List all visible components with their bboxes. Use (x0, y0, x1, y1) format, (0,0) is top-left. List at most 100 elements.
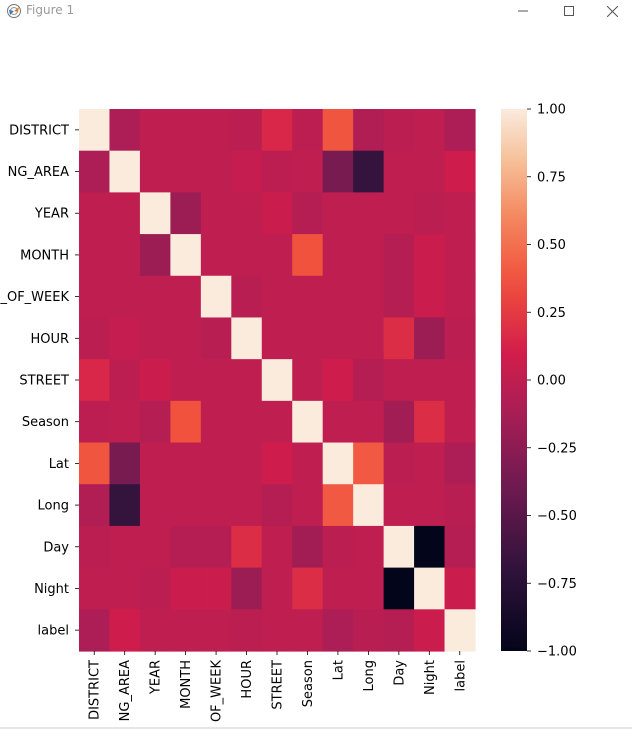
heatmap-cell (79, 484, 111, 527)
maximize-button[interactable] (546, 0, 592, 22)
heatmap-cell (261, 567, 293, 610)
heatmap-cell (444, 317, 476, 360)
heatmap-cell (261, 234, 293, 277)
heatmap-cell (79, 109, 111, 152)
heatmap-cell (200, 525, 232, 569)
heatmap-cell (139, 442, 171, 485)
heatmap-cell (170, 484, 202, 527)
heatmap-cell (139, 150, 171, 193)
heatmap-cell (261, 192, 293, 235)
heatmap-cell (383, 400, 415, 444)
heatmap-cell (444, 192, 476, 235)
heatmap-cell (79, 150, 111, 193)
heatmap-cells (79, 109, 476, 652)
heatmap-cell (231, 150, 263, 193)
heatmap-cell (353, 400, 385, 444)
heatmap-cell (444, 150, 476, 193)
heatmap-cell (322, 275, 354, 319)
heatmap-cell (79, 525, 111, 569)
heatmap-cell (109, 109, 141, 152)
maximize-icon (564, 6, 574, 16)
minimize-icon (518, 10, 528, 12)
heatmap-cell (353, 317, 385, 360)
heatmap-cell (261, 484, 293, 527)
heatmap-cell (292, 234, 324, 277)
heatmap-cell (170, 442, 202, 485)
heatmap-cell (383, 275, 415, 319)
heatmap-cell (79, 609, 111, 652)
heatmap-cell (322, 317, 354, 360)
heatmap-cell (444, 400, 476, 444)
matplotlib-icon (7, 4, 21, 18)
heatmap-cell (414, 234, 446, 277)
heatmap-cell (322, 150, 354, 193)
heatmap-cell (139, 109, 171, 152)
heatmap-cell (200, 400, 232, 444)
heatmap-cell (353, 359, 385, 402)
heatmap-cell (383, 442, 415, 485)
heatmap-cell (139, 275, 171, 319)
heatmap-cell (414, 275, 446, 319)
heatmap-cell (292, 275, 324, 319)
heatmap-cell (200, 359, 232, 402)
heatmap-cell (292, 525, 324, 569)
heatmap-cell (353, 567, 385, 610)
colorbar-tick-label: 0.25 (537, 306, 566, 321)
heatmap-cell (322, 359, 354, 402)
heatmap-cell (109, 442, 141, 485)
heatmap-cell (170, 359, 202, 402)
heatmap-cell (261, 359, 293, 402)
heatmap-cell (322, 525, 354, 569)
heatmap-cell (231, 109, 263, 152)
heatmap-cell (109, 609, 141, 652)
heatmap-cell (414, 359, 446, 402)
heatmap-cell (261, 317, 293, 360)
heatmap-cell (322, 484, 354, 527)
heatmap-cell (292, 109, 324, 152)
y-tick-label: label (38, 624, 69, 639)
heatmap-cell (414, 317, 446, 360)
heatmap-cell (231, 484, 263, 527)
heatmap-cell (292, 567, 324, 610)
heatmap-cell (170, 317, 202, 360)
heatmap-cell (231, 567, 263, 610)
heatmap-cell (292, 442, 324, 485)
heatmap-cell (170, 109, 202, 152)
heatmap-cell (292, 484, 324, 527)
heatmap-cell (383, 109, 415, 152)
heatmap-cell (414, 525, 446, 569)
heatmap-cell (139, 609, 171, 652)
heatmap-cell (231, 275, 263, 319)
heatmap-cell (444, 234, 476, 277)
x-tick-label: MONTH (179, 660, 194, 709)
window-bottom-border (0, 727, 632, 729)
heatmap-cell (444, 484, 476, 527)
heatmap-cell (79, 400, 111, 444)
y-tick-label: DISTRICT (9, 123, 69, 138)
heatmap-cell (292, 609, 324, 652)
minimize-button[interactable] (500, 0, 546, 22)
y-tick-label: HOUR (30, 332, 69, 347)
colorbar-tick-label: −0.50 (537, 509, 577, 524)
heatmap-cell (109, 484, 141, 527)
heatmap-cell (109, 317, 141, 360)
x-tick-label: STREET (271, 660, 286, 710)
heatmap-cell (79, 275, 111, 319)
heatmap-cell (231, 234, 263, 277)
heatmap-cell (261, 609, 293, 652)
close-button[interactable] (592, 0, 632, 22)
heatmap-cell (200, 109, 232, 152)
heatmap-cell (231, 442, 263, 485)
heatmap-cell (170, 567, 202, 610)
heatmap-cell (139, 484, 171, 527)
x-tick-label: YEAR (149, 660, 164, 695)
heatmap-cell (444, 525, 476, 569)
heatmap-cell (353, 525, 385, 569)
heatmap-cell (353, 609, 385, 652)
heatmap-cell (231, 525, 263, 569)
heatmap-cell (444, 109, 476, 152)
heatmap-cell (170, 609, 202, 652)
y-tick-label: _OF_WEEK (0, 290, 69, 305)
heatmap-cell (292, 150, 324, 193)
heatmap-cell (79, 442, 111, 485)
